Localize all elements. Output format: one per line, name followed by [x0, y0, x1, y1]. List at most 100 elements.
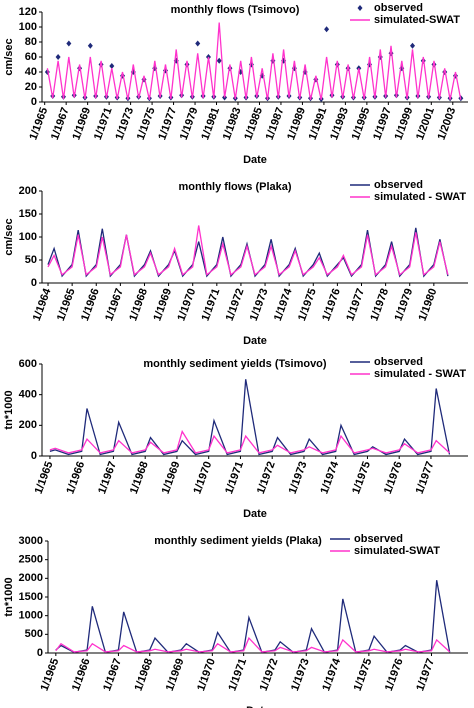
- observed-point: [66, 40, 72, 47]
- x-tick-label: 1/1971: [223, 460, 246, 496]
- x-tick-label: 1/1969: [70, 106, 93, 142]
- x-tick-label: 1/2003: [436, 106, 459, 142]
- legend-label: simulated - SWAT: [374, 191, 466, 203]
- y-tick-label: 200: [19, 419, 37, 431]
- x-tick-label: 1/1979: [392, 287, 415, 323]
- y-axis-label: tn*1000: [3, 390, 15, 429]
- x-tick-label: 1/1965: [27, 106, 50, 142]
- x-tick-label: 1/1974: [318, 459, 341, 496]
- x-tick-label: 1/1973: [287, 460, 310, 496]
- x-tick-label: 1/1974: [272, 286, 295, 323]
- y-axis-label: cm/sec: [3, 218, 15, 255]
- x-tick-label: 1/1965: [33, 460, 56, 496]
- x-tick-label: 1/1975: [352, 657, 375, 693]
- y-tick-label: 600: [19, 358, 37, 370]
- observed-point: [410, 42, 416, 49]
- chart-title: monthly flows (Plaka): [178, 181, 291, 193]
- x-tick-label: 1/1975: [296, 287, 319, 323]
- x-tick-label: 1/1973: [248, 287, 271, 323]
- y-tick-label: 100: [19, 231, 37, 243]
- x-tick-label: 1/1987: [264, 106, 287, 142]
- y-tick-label: 1500: [19, 591, 43, 603]
- x-tick-label: 1/1977: [344, 287, 367, 323]
- legend-label: observed: [354, 533, 403, 545]
- x-tick-label: 1/1976: [383, 657, 406, 693]
- x-tick-label: 1/1969: [151, 287, 174, 323]
- y-tick-label: 200: [19, 185, 37, 197]
- x-tick-label: 1/1970: [175, 287, 198, 323]
- series-line: [55, 636, 451, 653]
- x-axis-label: Date: [243, 335, 267, 347]
- observed-point: [109, 63, 115, 69]
- x-tick-label: 1/1999: [393, 106, 416, 142]
- x-tick-label: 1/1979: [178, 106, 201, 142]
- x-tick-label: 1/1989: [285, 106, 308, 142]
- chart-title: monthly flows (Tsimovo): [171, 4, 300, 16]
- x-tick-label: 1/1985: [242, 106, 265, 142]
- x-tick-label: 1/1967: [101, 657, 124, 693]
- series-line: [46, 22, 462, 100]
- y-tick-label: 150: [19, 208, 37, 220]
- legend-label: observed: [374, 356, 423, 368]
- x-tick-label: 1/1977: [414, 460, 437, 496]
- legend-label: simulated - SWAT: [374, 368, 466, 380]
- y-tick-label: 400: [19, 389, 37, 401]
- legend-label: simulated-SWAT: [374, 14, 460, 26]
- x-tick-label: 1/1968: [128, 460, 151, 496]
- x-tick-label: 1/1969: [164, 657, 187, 693]
- x-tick-label: 1/1973: [289, 657, 312, 693]
- x-tick-label: 1/1977: [156, 106, 179, 142]
- y-tick-label: 80: [25, 36, 37, 48]
- y-tick-label: 120: [19, 6, 37, 18]
- x-tick-label: 1/1991: [307, 106, 330, 142]
- y-tick-label: 50: [25, 254, 37, 266]
- x-tick-label: 1/1968: [127, 287, 150, 323]
- x-tick-label: 1/1967: [49, 106, 72, 142]
- y-tick-label: 0: [31, 96, 37, 108]
- y-tick-label: 2500: [19, 554, 43, 566]
- x-tick-label: 1/1969: [160, 460, 183, 496]
- x-tick-label: 1/1975: [135, 106, 158, 142]
- y-tick-label: 3000: [19, 535, 43, 547]
- x-axis-label: Date: [246, 705, 270, 708]
- x-tick-label: 1/1965: [39, 657, 62, 693]
- x-tick-label: 1/1973: [113, 106, 136, 142]
- observed-point: [55, 54, 61, 60]
- x-tick-label: 1/1977: [414, 657, 437, 693]
- x-tick-label: 1/1997: [371, 106, 394, 142]
- y-tick-label: 40: [25, 66, 37, 78]
- x-tick-label: 1/1970: [191, 460, 214, 496]
- y-tick-label: 20: [25, 81, 37, 93]
- x-tick-label: 1/1993: [328, 106, 351, 142]
- x-tick-label: 1/1976: [320, 287, 343, 323]
- x-tick-label: 1/1966: [70, 657, 93, 693]
- x-axis-label: Date: [243, 508, 267, 520]
- x-tick-label: 1/1964: [31, 286, 54, 323]
- y-tick-label: 0: [31, 450, 37, 462]
- y-tick-label: 100: [19, 21, 37, 33]
- legend-label: observed: [374, 2, 423, 14]
- x-tick-label: 1/1974: [320, 656, 343, 693]
- x-tick-label: 1/1967: [96, 460, 119, 496]
- x-tick-label: 1/1983: [221, 106, 244, 142]
- legend-marker: [357, 5, 363, 11]
- x-tick-label: 1/1976: [382, 460, 405, 496]
- series-line: [49, 429, 450, 454]
- y-tick-label: 1000: [19, 610, 43, 622]
- x-tick-label: 1/1980: [417, 287, 440, 323]
- observed-point: [87, 42, 93, 49]
- x-tick-label: 1/1972: [258, 657, 281, 693]
- x-tick-label: 1/1995: [350, 106, 373, 142]
- legend-label: simulated-SWAT: [354, 545, 440, 557]
- x-tick-label: 1/1966: [64, 460, 87, 496]
- x-tick-label: 1/1966: [79, 287, 102, 323]
- series-line: [55, 580, 451, 654]
- y-axis-label: cm/sec: [3, 38, 15, 75]
- observed-point: [216, 57, 222, 64]
- y-tick-label: 0: [31, 277, 37, 289]
- series-line: [49, 379, 451, 456]
- y-tick-label: 0: [37, 647, 43, 659]
- x-tick-label: 1/1968: [133, 657, 156, 693]
- y-axis-label: tn*1000: [3, 577, 15, 616]
